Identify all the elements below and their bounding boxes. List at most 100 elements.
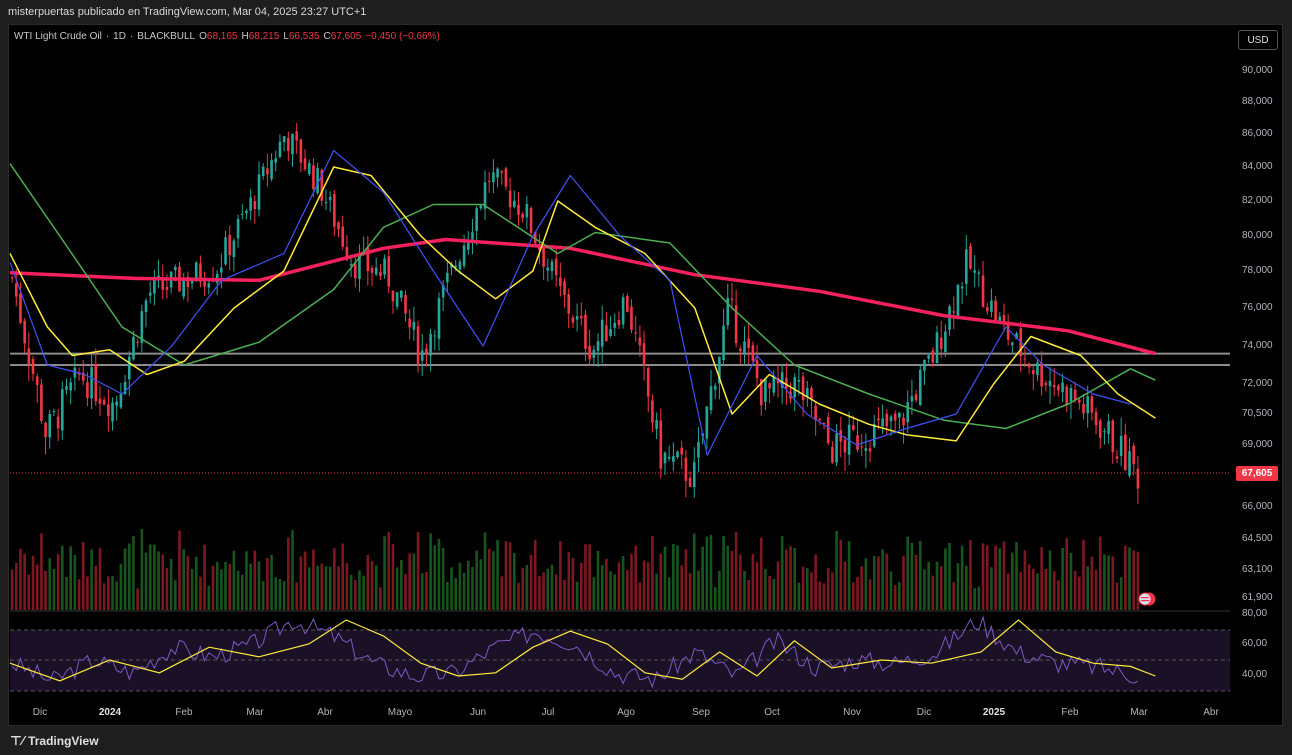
candle-body bbox=[153, 278, 156, 294]
volume-bar bbox=[789, 546, 792, 610]
candle-body bbox=[856, 435, 859, 450]
candle-body bbox=[257, 174, 261, 210]
symbol-name[interactable]: WTI Light Crude Oil bbox=[14, 31, 102, 42]
candle-body bbox=[885, 413, 889, 427]
candle-body bbox=[630, 306, 633, 331]
candle-body bbox=[462, 245, 466, 266]
candle-body bbox=[379, 272, 382, 277]
candle-body bbox=[1136, 468, 1140, 489]
volume-bar bbox=[1082, 539, 1085, 610]
volume-bar bbox=[646, 562, 650, 610]
candle-body bbox=[345, 247, 349, 261]
candle-body bbox=[471, 232, 474, 240]
candle-body bbox=[220, 267, 223, 273]
candle-body bbox=[395, 292, 399, 307]
price-tick-label: 63,100 bbox=[1242, 564, 1273, 575]
volume-bar bbox=[701, 546, 704, 610]
candle-body bbox=[324, 202, 328, 204]
volume-bar bbox=[40, 533, 43, 610]
volume-bar bbox=[592, 577, 596, 610]
candle-body bbox=[1023, 358, 1027, 360]
volume-bar bbox=[550, 564, 554, 610]
symbol-interval[interactable]: 1D bbox=[113, 31, 126, 42]
volume-bar bbox=[1031, 568, 1035, 610]
candle-body bbox=[981, 275, 985, 308]
candle-body bbox=[287, 138, 290, 152]
rsi-ma-line bbox=[9, 619, 1156, 682]
volume-bar bbox=[169, 558, 173, 610]
candle-body bbox=[19, 293, 22, 323]
candle-body bbox=[1107, 421, 1110, 434]
candle-body bbox=[266, 168, 269, 175]
time-tick-label: Abr bbox=[317, 707, 333, 718]
ohlc-open: O68,165 bbox=[199, 31, 238, 42]
volume-bar bbox=[676, 545, 679, 610]
candle-body bbox=[990, 300, 993, 312]
volume-bar bbox=[768, 575, 771, 610]
volume-bar bbox=[969, 540, 972, 610]
volume-bar bbox=[730, 550, 734, 610]
volume-bar bbox=[437, 539, 441, 610]
candle-body bbox=[634, 332, 637, 334]
price-tick-label: 69,000 bbox=[1242, 439, 1273, 450]
candle-body bbox=[994, 300, 997, 323]
candle-body bbox=[835, 433, 838, 463]
candle-body bbox=[780, 372, 784, 388]
volume-bar bbox=[584, 544, 587, 610]
time-tick-label: 2025 bbox=[982, 707, 1006, 718]
candle-body bbox=[408, 318, 411, 328]
time-tick-label: Mayo bbox=[387, 707, 413, 718]
volume-bar bbox=[1094, 569, 1098, 610]
us-flag-icon[interactable] bbox=[1138, 592, 1160, 606]
candle-body bbox=[513, 200, 516, 207]
volume-bar bbox=[287, 537, 290, 610]
time-tick-label: Abr bbox=[1203, 707, 1219, 718]
candle-body bbox=[341, 226, 345, 247]
candle-body bbox=[404, 294, 407, 314]
candle-body bbox=[663, 452, 667, 464]
volume-bar bbox=[805, 568, 809, 610]
volume-bar bbox=[659, 553, 663, 610]
candle-body bbox=[504, 168, 508, 187]
candle-body bbox=[952, 311, 956, 313]
volume-bar bbox=[1023, 550, 1027, 610]
currency-button[interactable]: USD bbox=[1238, 30, 1278, 50]
volume-bar bbox=[1040, 547, 1043, 610]
volume-bar bbox=[111, 575, 114, 610]
candle-body bbox=[56, 416, 60, 429]
footer-brand[interactable]: ⊤⁄ TradingView bbox=[10, 733, 99, 749]
volume-bar bbox=[776, 561, 780, 610]
volume-bar bbox=[395, 567, 399, 610]
legend-sep: · bbox=[129, 31, 134, 42]
candle-body bbox=[898, 412, 901, 418]
candle-body bbox=[186, 276, 190, 288]
volume-bar bbox=[935, 561, 939, 610]
candle-body bbox=[584, 314, 587, 349]
candle-body bbox=[743, 341, 746, 353]
volume-bar bbox=[320, 563, 324, 610]
volume-bar bbox=[366, 554, 370, 610]
candle-body bbox=[190, 280, 194, 284]
volume-bar bbox=[1002, 541, 1006, 610]
volume-bar bbox=[324, 566, 328, 610]
candle-body bbox=[722, 325, 725, 361]
volume-bar bbox=[852, 582, 855, 610]
candle-body bbox=[1052, 384, 1056, 388]
symbol-broker: BLACKBULL bbox=[137, 31, 196, 42]
volume-bar bbox=[872, 556, 876, 610]
candle-body bbox=[550, 261, 554, 272]
volume-bar bbox=[697, 570, 700, 610]
price-tick-label: 64,500 bbox=[1242, 533, 1273, 544]
volume-bar bbox=[1107, 555, 1110, 610]
volume-bar bbox=[1006, 573, 1010, 610]
volume-bar bbox=[1098, 536, 1102, 610]
volume-bar bbox=[977, 586, 981, 610]
volume-bar bbox=[810, 572, 813, 610]
volume-bar bbox=[27, 574, 31, 610]
volume-bar bbox=[600, 565, 604, 610]
candle-body bbox=[249, 197, 252, 211]
price-tick-label: 80,000 bbox=[1242, 230, 1273, 241]
volume-bar bbox=[374, 565, 378, 610]
volume-bar bbox=[303, 551, 307, 610]
